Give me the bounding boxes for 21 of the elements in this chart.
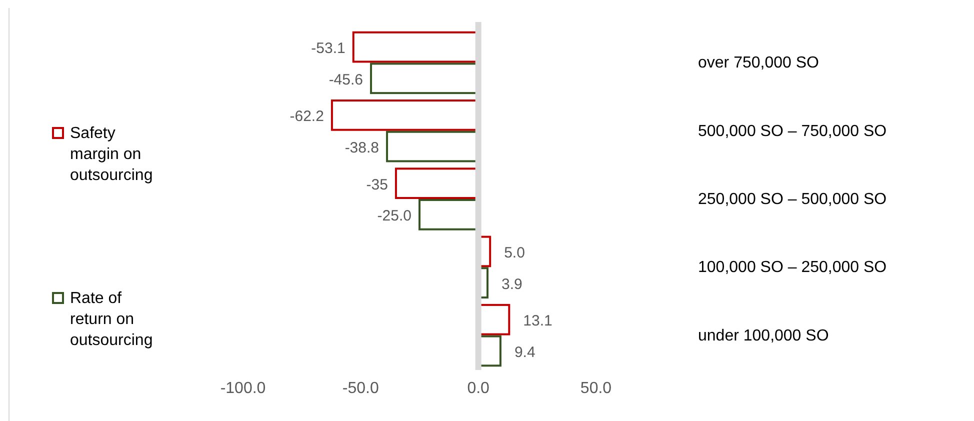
x-tick-label: 0.0 xyxy=(467,380,490,397)
x-tick-label: -50.0 xyxy=(342,380,380,397)
data-label: 3.9 xyxy=(502,276,522,293)
data-label: 13.1 xyxy=(523,312,552,330)
x-tick-label: -100.0 xyxy=(220,380,266,397)
data-label: -35 xyxy=(366,176,388,194)
data-label: -62.2 xyxy=(290,108,324,126)
y-tick-label: 500,000 SO – 750,000 SO xyxy=(698,122,887,140)
data-label: 9.4 xyxy=(514,344,536,361)
y-tick-label: under 100,000 SO xyxy=(698,327,829,344)
data-label: -38.8 xyxy=(344,140,380,157)
y-tick-label: over 750,000 SO xyxy=(698,54,819,72)
data-label: -25.0 xyxy=(377,208,412,225)
legend-label: Rate of return on outsourcing xyxy=(70,290,153,349)
x-tick-label: 50.0 xyxy=(580,380,612,397)
legend-label: Safety margin on outsourcing xyxy=(70,125,153,184)
y-tick-label: 100,000 SO – 250,000 SO xyxy=(698,259,887,276)
y-tick-label: 250,000 SO – 500,000 SO xyxy=(698,191,887,208)
data-label: -53.1 xyxy=(311,40,346,58)
data-label: 5.0 xyxy=(504,244,525,262)
data-label: -45.6 xyxy=(328,71,364,88)
